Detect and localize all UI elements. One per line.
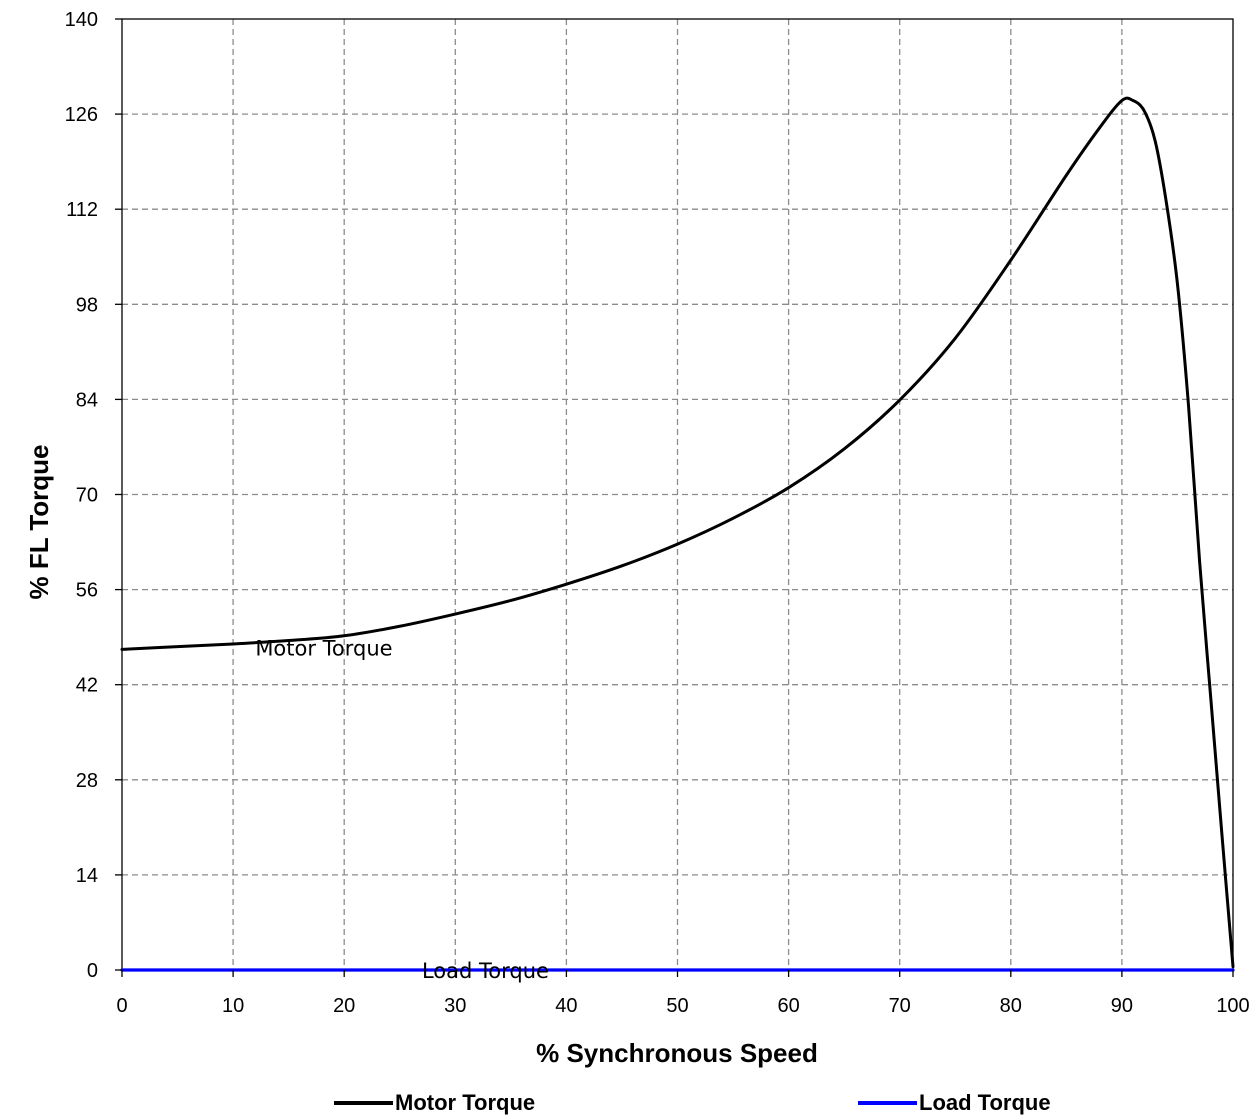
y-tick-label: 14 bbox=[76, 865, 98, 887]
x-axis-ticks: 0 10 20 30 40 50 60 70 80 90 100 bbox=[116, 970, 1250, 1017]
x-tick-label: 80 bbox=[1000, 995, 1022, 1017]
y-tick-label: 28 bbox=[76, 770, 98, 792]
y-tick-label: 56 bbox=[76, 580, 98, 602]
series-line-motor-torque bbox=[120, 96, 1235, 969]
x-tick-label: 90 bbox=[1111, 995, 1133, 1017]
grid bbox=[122, 19, 1233, 970]
x-axis-title: % Synchronous Speed bbox=[536, 1038, 818, 1068]
y-axis-title: % FL Torque bbox=[24, 444, 54, 599]
y-tick-label: 98 bbox=[76, 294, 98, 316]
y-tick-label: 0 bbox=[87, 960, 98, 982]
y-tick-label: 126 bbox=[65, 104, 98, 126]
legend: Motor Torque Load Torque bbox=[334, 1090, 1051, 1115]
x-tick-label: 30 bbox=[444, 995, 466, 1017]
y-axis-ticks: 0 14 28 42 56 70 84 98 112 126 140 bbox=[65, 9, 122, 982]
x-tick-label: 0 bbox=[116, 995, 127, 1017]
x-tick-label: 60 bbox=[777, 995, 799, 1017]
annotation-label: Motor Torque bbox=[255, 636, 392, 660]
x-tick-label: 20 bbox=[333, 995, 355, 1017]
y-tick-label: 112 bbox=[66, 199, 98, 221]
annotation-label: Load Torque bbox=[422, 959, 549, 983]
legend-label-load-torque: Load Torque bbox=[919, 1090, 1051, 1115]
x-tick-label: 10 bbox=[222, 995, 244, 1017]
x-tick-label: 50 bbox=[666, 995, 688, 1017]
annotations: Motor Torque Load Torque bbox=[255, 636, 549, 983]
x-tick-label: 70 bbox=[889, 995, 911, 1017]
y-tick-label: 70 bbox=[76, 485, 98, 507]
y-tick-label: 84 bbox=[76, 389, 98, 411]
y-tick-label: 140 bbox=[65, 9, 98, 31]
y-tick-label: 42 bbox=[76, 675, 98, 697]
legend-label-motor-torque: Motor Torque bbox=[395, 1090, 535, 1115]
x-tick-label: 100 bbox=[1216, 995, 1249, 1017]
x-tick-label: 40 bbox=[555, 995, 577, 1017]
